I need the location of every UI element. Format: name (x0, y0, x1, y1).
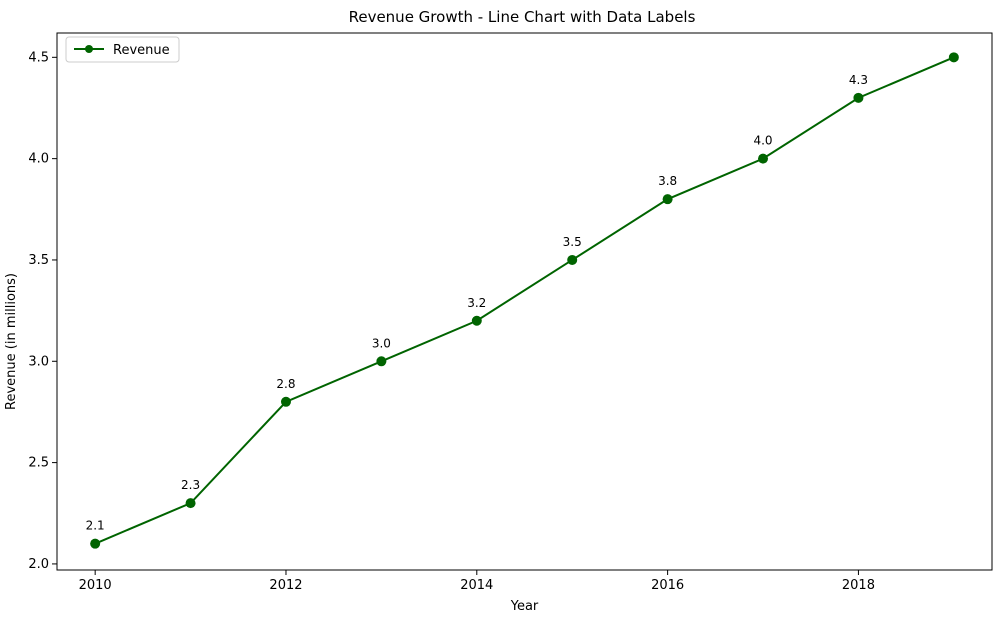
data-point (185, 498, 196, 509)
data-point (280, 396, 291, 407)
data-label: 2.3 (181, 478, 200, 492)
data-point (853, 92, 864, 103)
y-tick-label: 2.5 (28, 456, 49, 471)
legend: Revenue (65, 36, 180, 63)
x-tick-label: 2012 (269, 578, 302, 593)
y-tick-label: 3.5 (28, 253, 49, 268)
series-layer: 2.1 2.3 2.8 3.0 3.2 3.5 3.8 4.0 4.3 (86, 52, 959, 549)
legend-box (65, 36, 180, 63)
chart-title: Revenue Growth - Line Chart with Data La… (349, 8, 696, 26)
legend-swatch-marker (85, 45, 93, 53)
data-label: 3.8 (658, 174, 677, 188)
x-tick-label: 2010 (79, 578, 112, 593)
data-label: 3.0 (372, 336, 391, 350)
x-tick-label: 2018 (842, 578, 875, 593)
x-axis: 2010 2012 2014 2016 2018 (79, 570, 875, 593)
data-point (662, 194, 673, 205)
y-tick-label: 4.5 (28, 50, 49, 65)
x-tick-label: 2016 (651, 578, 684, 593)
data-label: 2.8 (276, 377, 295, 391)
data-label: 4.3 (849, 73, 868, 87)
data-point (90, 538, 101, 549)
data-point (948, 52, 959, 63)
legend-label: Revenue (113, 43, 170, 58)
y-tick-label: 4.0 (28, 152, 49, 167)
series-line (94, 56, 955, 545)
data-point (376, 356, 387, 367)
data-point (758, 153, 769, 164)
y-tick-label: 3.0 (28, 354, 49, 369)
y-axis: 2.0 2.5 3.0 3.5 4.0 4.5 (28, 50, 57, 572)
data-label: 3.2 (467, 296, 486, 310)
x-tick-label: 2014 (460, 578, 493, 593)
data-label: 4.0 (753, 134, 772, 148)
data-point (471, 315, 482, 326)
data-point (567, 254, 578, 265)
y-tick-label: 2.0 (28, 557, 49, 572)
data-label: 3.5 (563, 235, 582, 249)
plot-frame (56, 32, 993, 571)
y-axis-title: Revenue (in millions) (4, 273, 19, 410)
data-label: 2.1 (86, 519, 105, 533)
x-axis-title: Year (510, 599, 539, 614)
